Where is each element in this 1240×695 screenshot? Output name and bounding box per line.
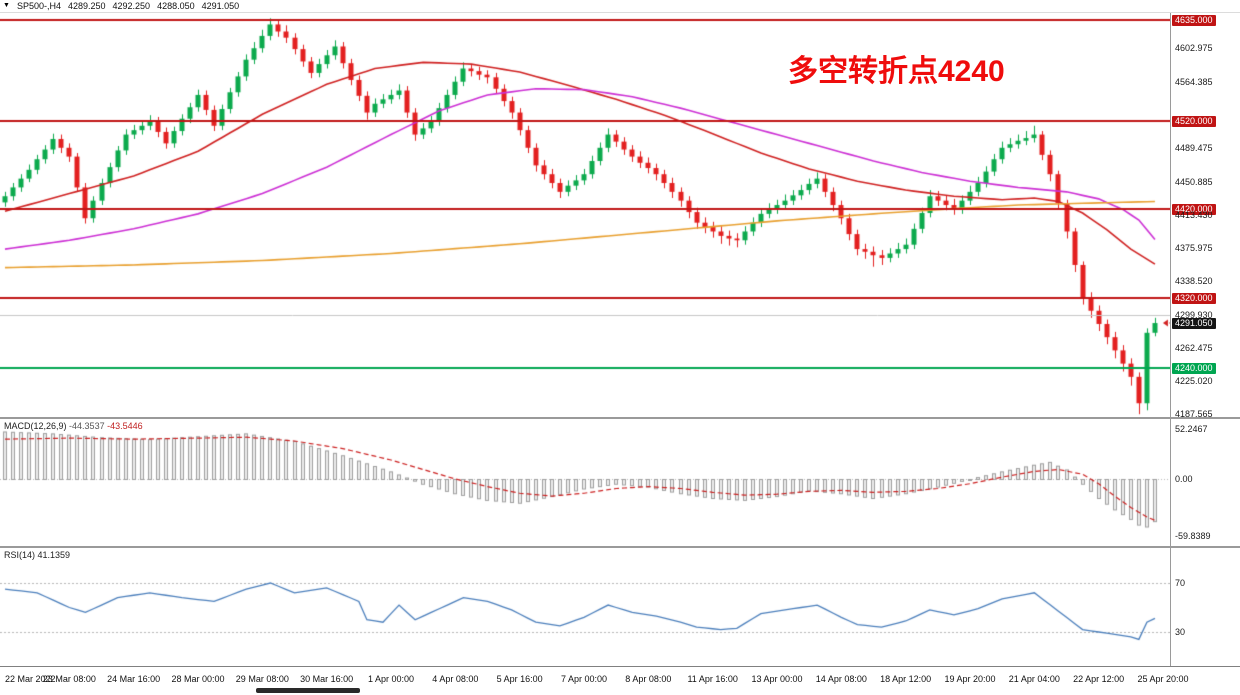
price-tick-label: 4225.020 — [1175, 376, 1213, 387]
time-axis-label: 22 Apr 12:00 — [1073, 674, 1125, 684]
price-tick-label: 4338.520 — [1175, 276, 1213, 287]
hline-price-label: 4420.000 — [1172, 204, 1216, 216]
macd-name: MACD(12,26,9) — [4, 421, 67, 431]
collapse-triangle-icon[interactable]: ▼ — [3, 2, 10, 9]
rsi-name: RSI(14) — [4, 550, 36, 560]
chart-annotation: 多空转折点4240 — [788, 55, 1005, 88]
rsi-tick-label: 70 — [1175, 578, 1186, 588]
time-axis-label: 19 Apr 20:00 — [944, 674, 996, 684]
macd-panel-canvas[interactable] — [0, 419, 1170, 546]
time-axis-label: 29 Mar 08:00 — [235, 674, 289, 684]
time-axis-label: 25 Apr 20:00 — [1137, 674, 1189, 684]
current-price-label: 4291.050 — [1172, 318, 1216, 330]
chart-info-bar: ▼ SP500-,H4 4289.250 4292.250 4288.050 4… — [0, 0, 1240, 13]
time-axis-label: 28 Mar 00:00 — [171, 674, 225, 684]
rsi-panel-canvas[interactable] — [0, 548, 1170, 666]
macd-main-value: -44.3537 — [69, 421, 105, 431]
price-tick-label: 4299.930 — [1175, 310, 1213, 321]
hline-price-label: 4320.000 — [1172, 292, 1216, 304]
macd-tick-label: 52.2467 — [1175, 424, 1208, 435]
time-axis-label: 11 Apr 16:00 — [687, 674, 738, 684]
time-axis-label: 21 Apr 04:00 — [1008, 674, 1060, 684]
time-axis-label: 5 Apr 16:00 — [496, 674, 543, 684]
time-axis[interactable]: 22 Mar 2022 23 Mar 08:00 24 Mar 16:00 28 Ma… — [0, 666, 1240, 695]
time-axis-label: 13 Apr 00:00 — [751, 674, 803, 684]
macd-tick-label: 0.00 — [1175, 474, 1193, 484]
time-axis-label: 23 Mar 08:00 — [42, 674, 96, 684]
rsi-tick-label: 30 — [1175, 627, 1186, 637]
bar-high-value: 4292.250 — [112, 1, 151, 11]
price-tick-label: 4413.430 — [1175, 210, 1213, 221]
price-tick-label: 4489.475 — [1175, 143, 1213, 154]
hline-price-label: 4520.000 — [1172, 116, 1216, 128]
price-tick-label: 4375.975 — [1175, 243, 1213, 254]
time-axis-label: 30 Mar 16:00 — [300, 674, 354, 684]
macd-tick-label: -59.8389 — [1175, 530, 1211, 541]
symbol-timeframe-label: SP500-,H4 — [16, 1, 61, 11]
time-axis-label: 1 Apr 00:00 — [367, 674, 415, 684]
time-axis-label: 24 Mar 16:00 — [107, 674, 161, 684]
macd-signal-value: -43.5446 — [107, 421, 143, 431]
bar-close-value: 4291.050 — [201, 1, 240, 11]
price-tick-label: 4564.385 — [1175, 77, 1213, 88]
panel-separator[interactable] — [0, 417, 1240, 419]
bar-low-value: 4288.050 — [157, 1, 195, 11]
price-tick-label: 4187.565 — [1175, 409, 1213, 420]
macd-indicator-label: MACD(12,26,9) -44.3537 -43.5446 — [4, 421, 143, 431]
rsi-indicator-label: RSI(14) 41.1359 — [4, 550, 70, 560]
time-axis-label: 8 Apr 08:00 — [625, 674, 672, 684]
main-chart-canvas[interactable] — [0, 13, 1170, 417]
price-tick-label: 4602.975 — [1175, 43, 1213, 54]
time-axis-label: 7 Apr 00:00 — [560, 674, 608, 684]
time-axis-label: 22 Mar 2022 — [5, 674, 56, 684]
hline-price-label: 4635.000 — [1172, 15, 1216, 27]
price-tick-label: 4450.885 — [1175, 177, 1213, 188]
scroll-indicator[interactable] — [256, 688, 360, 693]
bar-open-value: 4289.250 — [67, 1, 106, 11]
panel-separator[interactable] — [0, 546, 1240, 548]
hline-price-label: 4240.000 — [1172, 363, 1216, 375]
price-axis[interactable]: 4635.000 4602.975 4564.385 4520.000 4489.475… — [1170, 13, 1240, 666]
time-axis-label: 14 Apr 08:00 — [815, 674, 867, 684]
price-tick-label: 4262.475 — [1175, 343, 1213, 354]
rsi-value: 41.1359 — [37, 550, 71, 560]
time-axis-label: 18 Apr 12:00 — [880, 674, 932, 684]
time-axis-label: 4 Apr 08:00 — [432, 674, 479, 684]
